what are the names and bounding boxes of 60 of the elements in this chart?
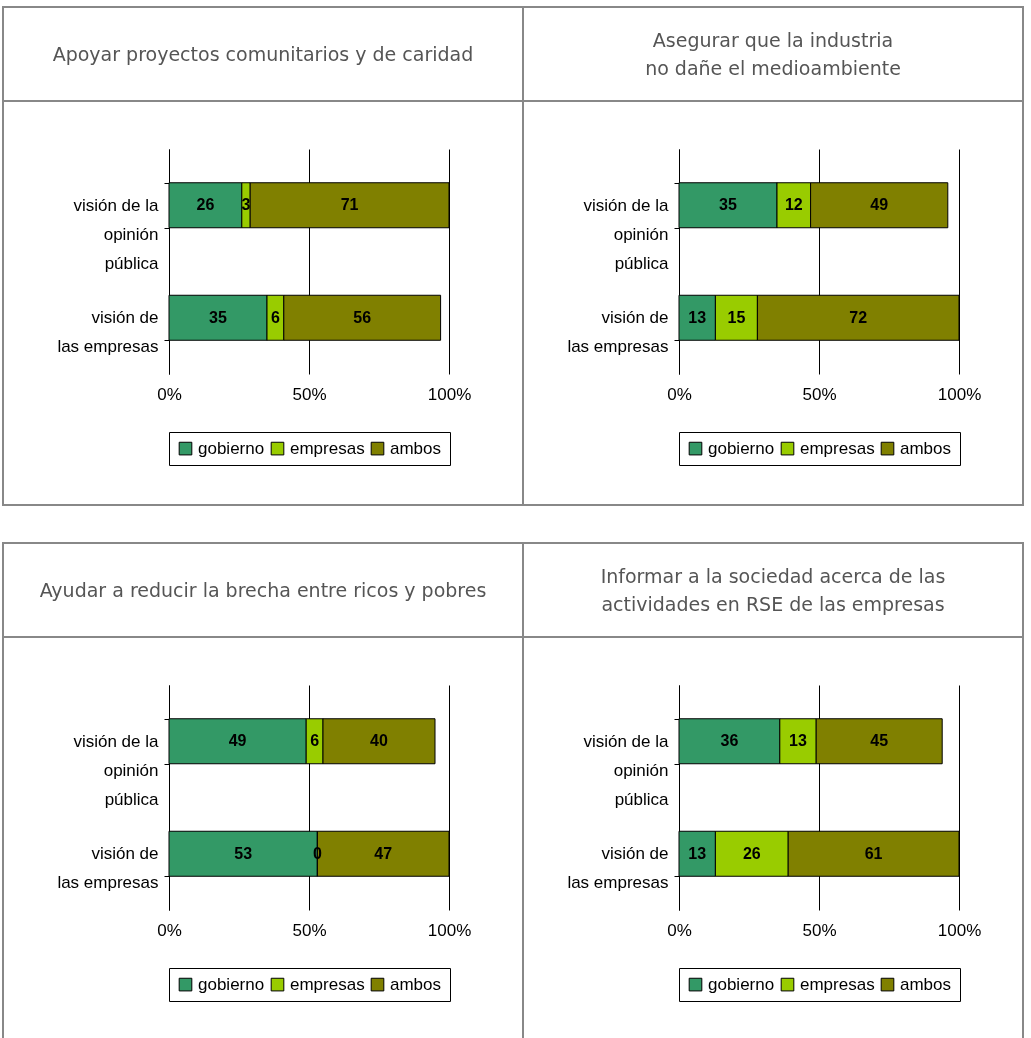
y-tick-label: visión de las empresas <box>566 844 668 893</box>
data-label: 26 <box>196 196 214 214</box>
x-tick-label: 50% <box>801 920 837 940</box>
chart-title: Ayudar a reducir la brecha entre ricos y pobres <box>4 544 522 638</box>
x-tick-label: 100% <box>937 920 981 940</box>
data-label: 71 <box>340 196 359 214</box>
chart-title: Informar a la sociedad acerca de las actividades en RSE de las empresas <box>524 544 1022 638</box>
x-tick-label: 50% <box>801 384 837 404</box>
x-tick-label: 50% <box>291 384 327 404</box>
data-label: 6 <box>270 308 280 326</box>
data-label: 13 <box>687 844 706 862</box>
x-tick-label: 100% <box>937 384 981 404</box>
chart-title: Apoyar proyectos comunitarios y de caridad <box>4 8 522 102</box>
data-label: 49 <box>869 196 888 214</box>
legend-label: empresas <box>289 438 365 458</box>
legend-label: ambos <box>899 974 951 994</box>
data-label: 40 <box>369 732 388 750</box>
x-tick-label: 0% <box>666 920 692 940</box>
legend-label: ambos <box>389 438 441 458</box>
x-tick-label: 100% <box>427 920 471 940</box>
annotation: 0 <box>312 844 322 862</box>
x-tick-label: 50% <box>291 920 327 940</box>
data-label: 6 <box>309 732 319 750</box>
legend-label: ambos <box>899 438 951 458</box>
y-tick-label: visión de las empresas <box>56 844 158 893</box>
data-label: 13 <box>788 732 807 750</box>
data-label: 13 <box>687 308 706 326</box>
data-label: 49 <box>228 732 247 750</box>
legend-label: empresas <box>799 974 875 994</box>
data-label: 35 <box>718 196 737 214</box>
y-tick-label: visión de la opinión pública <box>582 731 669 809</box>
x-tick-label: 0% <box>156 920 182 940</box>
data-label: 36 <box>720 732 738 750</box>
data-label: 45 <box>869 732 888 750</box>
data-label: 35 <box>208 308 227 326</box>
legend-label: gobierno <box>707 438 774 458</box>
y-tick-label: visión de la opinión pública <box>72 195 159 273</box>
y-tick-label: visión de la opinión pública <box>582 195 669 273</box>
legend-label: empresas <box>289 974 365 994</box>
x-tick-label: 0% <box>156 384 182 404</box>
legend-label: empresas <box>799 438 875 458</box>
data-label: 12 <box>784 196 803 214</box>
legend-label: ambos <box>389 974 441 994</box>
data-label: 56 <box>352 308 371 326</box>
data-label: 26 <box>742 844 761 862</box>
y-tick-label: visión de las empresas <box>566 308 668 357</box>
data-label: 61 <box>864 844 883 862</box>
x-tick-label: 0% <box>666 384 692 404</box>
data-label: 72 <box>848 308 867 326</box>
data-label: 47 <box>373 844 392 862</box>
data-label: 3 <box>241 196 251 214</box>
data-label: 53 <box>233 844 252 862</box>
data-label: 15 <box>727 308 745 326</box>
y-tick-label: visión de las empresas <box>56 308 158 357</box>
chart-title: Asegurar que la industria no dañe el medioambiente <box>524 8 1022 102</box>
legend-label: gobierno <box>197 974 264 994</box>
y-tick-label: visión de la opinión pública <box>72 731 159 809</box>
legend-label: gobierno <box>197 438 264 458</box>
x-tick-label: 100% <box>427 384 471 404</box>
legend-label: gobierno <box>707 974 774 994</box>
